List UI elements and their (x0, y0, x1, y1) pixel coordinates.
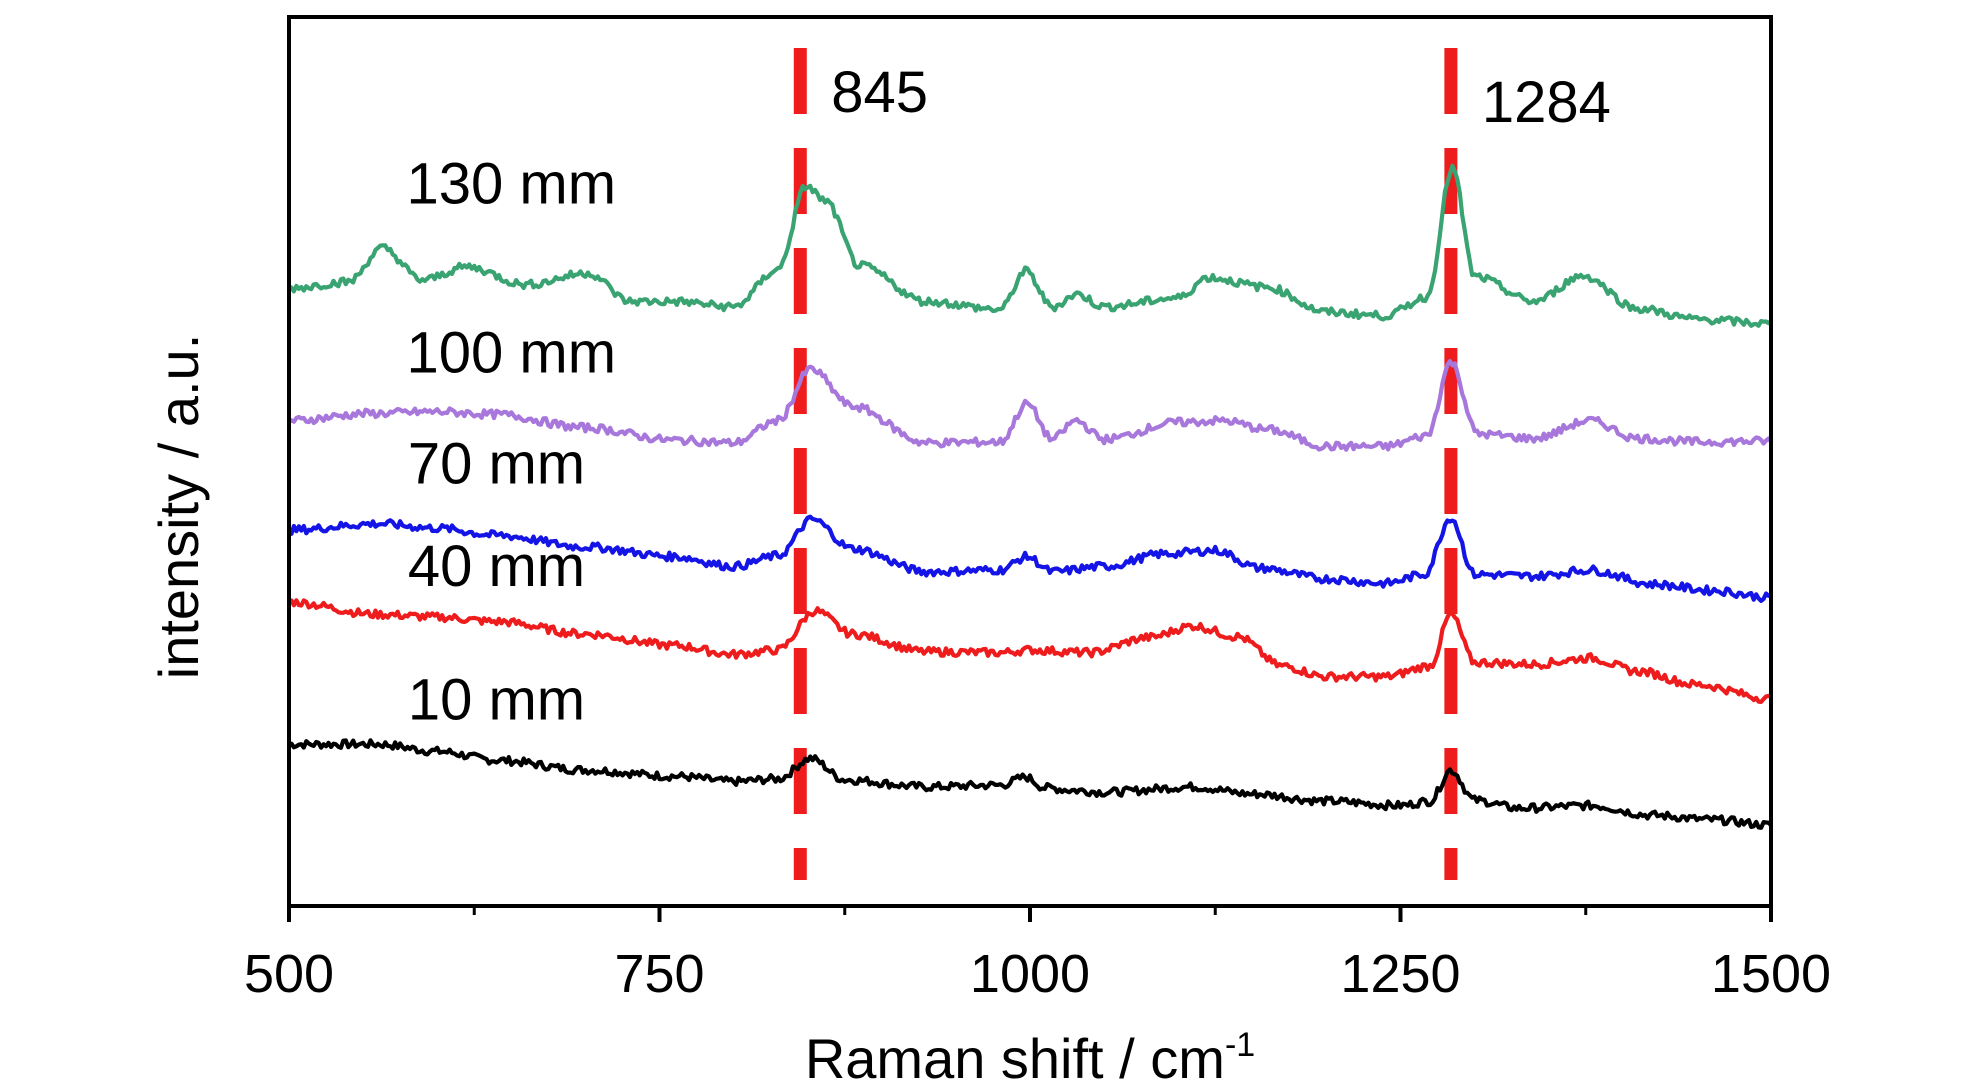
x-axis-title: Raman shift / cm-1 (805, 1026, 1255, 1087)
peak-label-845: 845 (831, 60, 928, 125)
series-label-130-mm: 130 mm (407, 152, 617, 217)
x-tick-label-1500: 1500 (1711, 944, 1831, 1004)
x-tick-label-750: 750 (614, 944, 704, 1004)
series-labels: 130 mm 100 mm 70 mm 40 mm 10 mm (407, 152, 617, 733)
x-axis-ticks: 500 750 1000 1250 1500 (244, 906, 1831, 1004)
series-label-10-mm: 10 mm (408, 667, 585, 732)
y-axis-title: intensity / a.u. (147, 334, 210, 680)
peak-labels: 845 1284 (831, 60, 1611, 135)
series-label-40-mm: 40 mm (408, 534, 585, 599)
series-line-40-mm (288, 598, 1772, 704)
x-tick-label-1000: 1000 (970, 944, 1090, 1004)
series-line-100-mm (287, 358, 1773, 452)
series-label-100-mm: 100 mm (407, 321, 617, 386)
series-line-70-mm (288, 514, 1772, 603)
x-axis-title-superscript: -1 (1225, 1026, 1255, 1064)
x-axis-title-text: Raman shift / cm (805, 1027, 1225, 1087)
series-line-130-mm (288, 163, 1773, 328)
series-label-70-mm: 70 mm (408, 432, 585, 497)
reference-lines (793, 48, 1458, 880)
x-tick-label-1250: 1250 (1340, 944, 1460, 1004)
series-lines (287, 163, 1773, 830)
peak-label-1284: 1284 (1482, 70, 1611, 135)
x-tick-label-500: 500 (244, 944, 334, 1004)
series-line-10-mm (288, 738, 1773, 830)
